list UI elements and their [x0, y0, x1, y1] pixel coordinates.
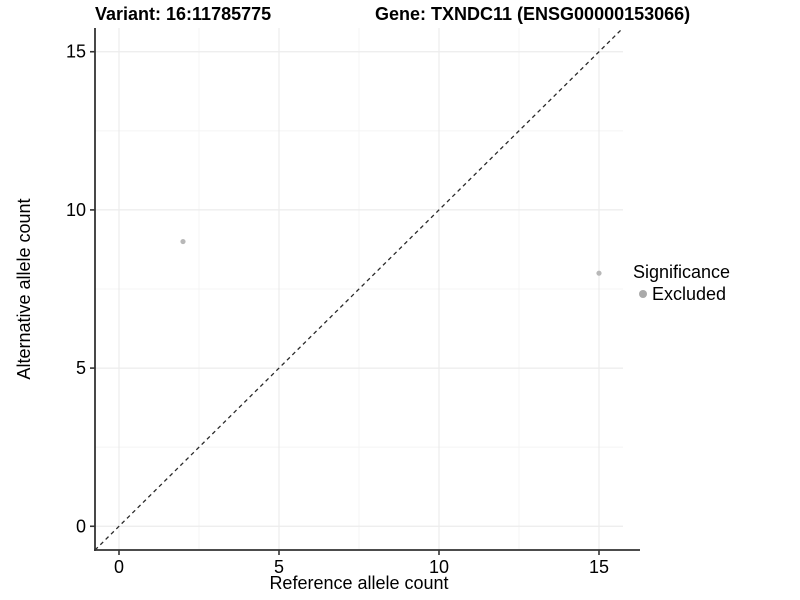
y-tick-label: 15: [66, 42, 86, 62]
legend-key-dot-icon: [639, 290, 647, 298]
x-tick-label: 10: [429, 557, 449, 577]
y-tick-label: 5: [76, 358, 86, 378]
plot-title-variant: Variant: 16:11785775: [95, 4, 272, 24]
x-tick-label: 5: [274, 557, 284, 577]
legend-item-label: Excluded: [652, 284, 727, 304]
legend: Significance Excluded: [633, 262, 730, 304]
x-tick-label: 15: [589, 557, 609, 577]
x-axis-label: Reference allele count: [269, 573, 449, 593]
data-point: [596, 270, 602, 276]
y-tick-label: 0: [76, 516, 86, 536]
x-tick-label: 0: [114, 557, 124, 577]
legend-item-excluded: Excluded: [639, 284, 730, 304]
legend-title: Significance: [633, 262, 731, 282]
identity-line: [94, 27, 624, 551]
data-point: [180, 238, 186, 245]
plot-title-gene: Gene: TXNDC11 (ENSG00000153066): [375, 4, 691, 24]
y-tick-label: 10: [66, 200, 86, 220]
